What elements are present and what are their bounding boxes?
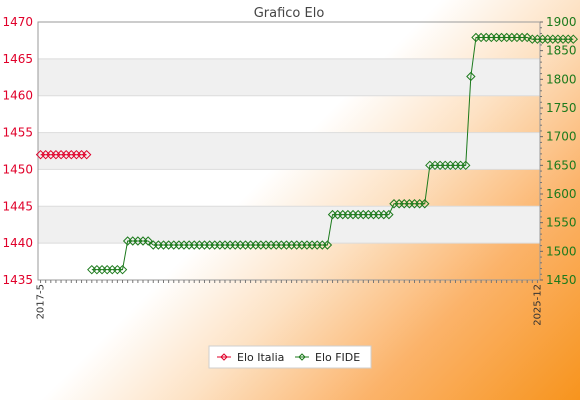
legend-label: Elo FIDE [315,351,360,364]
data-point [568,34,579,44]
right-tick-label: 1900 [546,15,577,29]
left-tick-label: 1470 [2,15,33,29]
right-tick-label: 1600 [546,187,577,201]
legend-box [208,345,372,369]
left-tick-label: 1440 [2,236,33,250]
legend: Elo Italia Elo FIDE [208,345,372,369]
right-tick-label: 1550 [546,216,577,230]
right-tick-label: 1800 [546,72,577,86]
data-point [461,160,471,171]
right-tick-label: 1700 [546,130,577,144]
x-tick-label: 2017-5 [36,284,47,319]
chart-title: Grafico Elo [254,6,325,21]
series-points [35,32,579,275]
grid-band [38,58,540,96]
plot-frame [37,21,541,281]
grid-band [38,206,540,244]
grid-lines [38,21,540,281]
data-point [384,209,394,220]
data-point [117,264,128,275]
right-axis: 1450 1500 1550 1600 1650 1700 1750 1800 1850 1900 [540,15,577,287]
left-tick-label: 1465 [2,52,33,66]
left-tick-label: 1435 [2,273,33,287]
left-tick-label: 1460 [2,89,33,103]
data-point [466,71,476,82]
right-tick-label: 1500 [546,244,577,258]
data-point [81,149,92,160]
left-tick-label: 1455 [2,126,33,140]
right-tick-label: 1650 [546,158,577,172]
left-tick-label: 1445 [2,199,33,213]
right-tick-label: 1750 [546,101,577,115]
left-axis: 1435 1440 1445 1450 1455 1460 1465 1470 [2,15,33,287]
right-tick-label: 1850 [546,44,577,58]
data-point [522,32,532,43]
legend-marker [298,353,306,361]
grid-bands [38,58,540,244]
legend-label: Elo Italia [237,351,284,364]
left-tick-label: 1450 [2,162,33,176]
legend-marker [220,353,228,361]
grid-band [38,132,540,170]
data-point [143,236,153,246]
data-point [420,199,430,209]
x-axis: 2017-5 2025-12 [36,280,543,326]
right-tick-label: 1450 [546,273,577,287]
data-point [322,240,333,250]
x-tick-label: 2025-12 [532,284,543,326]
